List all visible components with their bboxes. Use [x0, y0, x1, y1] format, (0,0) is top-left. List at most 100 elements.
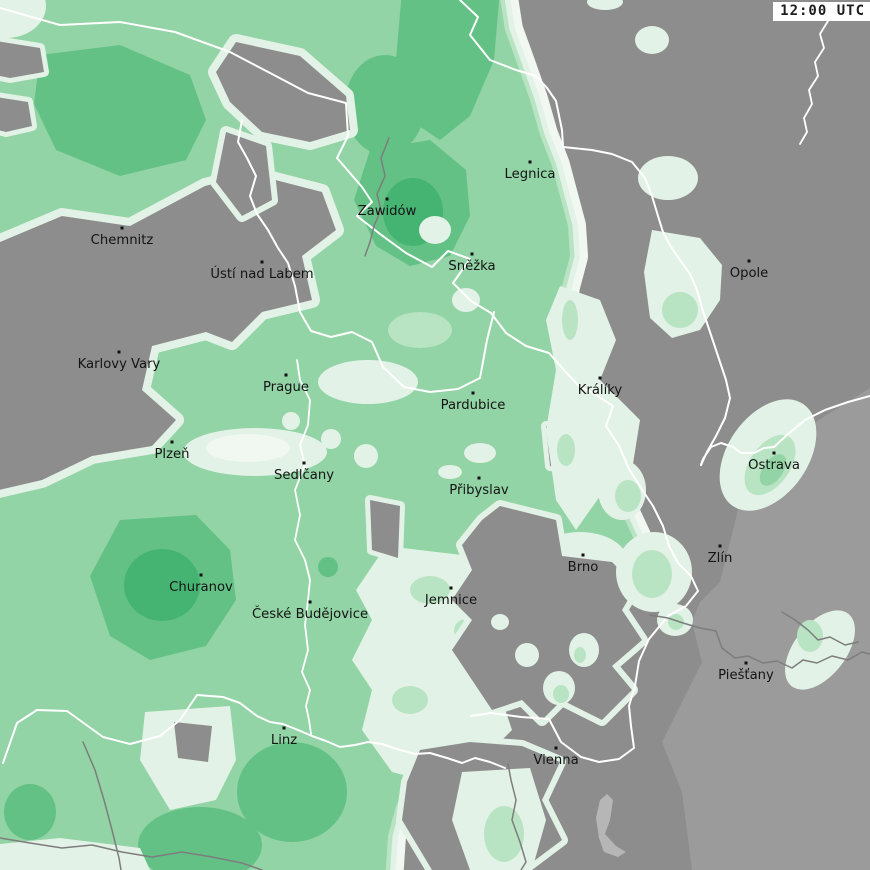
green-core-piestany: [797, 620, 823, 652]
city-dot-icon: [470, 252, 474, 256]
city-label: Brno: [568, 560, 599, 575]
river-below-vienna: [507, 763, 527, 870]
city-marker-pardubice: Pardubice: [441, 391, 506, 413]
green-core-vienna-w: [484, 806, 524, 862]
city-dot-icon: [449, 586, 453, 590]
river-vltava: [294, 359, 312, 735]
city-label: Vienna: [533, 753, 578, 768]
city-marker-plze-: Plzeň: [154, 440, 190, 462]
city-marker-p-ibyslav: Přibyslav: [449, 476, 509, 498]
city-marker-zl-n: Zlín: [708, 544, 732, 566]
border-se-gray: [649, 614, 870, 669]
city-dot-icon: [581, 553, 585, 557]
river-elbe: [237, 119, 495, 393]
green-core-s-brno-2: [574, 647, 586, 663]
city-marker-jemnice: Jemnice: [424, 586, 477, 608]
city-dot-icon: [260, 260, 264, 264]
darkest-core-churanov: [124, 549, 200, 621]
green-stripe-kraliky-1: [562, 300, 578, 340]
city-marker-zawid-w: Zawidów: [358, 197, 417, 219]
city-marker-pie-any: Piešťany: [718, 661, 774, 683]
pale-corner-nw: [0, 0, 46, 38]
dark-core-southwest-3: [4, 784, 56, 840]
city-label: České Budějovice: [252, 604, 368, 622]
pale-hole-prague-east: [318, 360, 418, 404]
city-marker-linz: Linz: [271, 726, 297, 748]
city-label: Sedlčany: [274, 467, 334, 483]
river-piestany-nw: [781, 611, 859, 646]
city-marker-karlovy-vary: Karlovy Vary: [78, 350, 161, 372]
pale-spot-zawidow-se-1: [419, 216, 451, 244]
city-dot-icon: [772, 451, 776, 455]
pale-spot-sedlcany-1: [282, 412, 300, 430]
city-label: Churanov: [169, 580, 233, 595]
river-bottom-left-v: [82, 741, 122, 870]
green-stripe-kraliky-2: [557, 434, 575, 466]
gray-core-sw: [174, 722, 212, 762]
city-dot-icon: [747, 259, 751, 263]
city-dot-icon: [477, 476, 481, 480]
city-marker-sn-ka: Sněžka: [448, 252, 496, 274]
city-marker--st-nad-labem: Ústí nad Labem: [210, 260, 314, 282]
city-label: Karlovy Vary: [78, 357, 161, 372]
city-dot-icon: [744, 661, 748, 665]
clear-patch-chemnitz-north: [208, 34, 358, 150]
dark-core-southwest-1: [237, 742, 347, 842]
clear-patch-west-edge-1: [0, 36, 49, 83]
dark-spot-center: [318, 557, 338, 577]
city-label: Zawidów: [358, 203, 417, 219]
city-dot-icon: [117, 350, 121, 354]
city-marker-kr-l-ky: Králíky: [578, 376, 623, 398]
green-core-s-brno-3: [553, 685, 569, 703]
pale-spot-s-brno-4: [491, 614, 509, 630]
pale-strip-bottom-left: [0, 838, 150, 870]
city-marker-sedl-any: Sedlčany: [274, 461, 334, 483]
river-danube: [2, 694, 506, 769]
city-label: Opole: [730, 266, 769, 281]
city-marker-vienna: Vienna: [533, 746, 579, 768]
light-patch-ne-prague: [388, 312, 452, 348]
pale-hole-plzen-core: [206, 434, 290, 462]
mottling-jemnice-1: [410, 576, 450, 604]
city-dot-icon: [385, 197, 389, 201]
city-label: Piešťany: [718, 667, 774, 683]
timestamp-badge: 12:00 UTC: [773, 2, 870, 21]
city-label: Králíky: [578, 382, 623, 398]
pale-spot-pribyslav-2: [438, 465, 462, 479]
city-label: Pardubice: [441, 398, 506, 413]
city-label: Ostrava: [748, 458, 800, 473]
city-marker-legnica: Legnica: [505, 160, 556, 182]
pale-island-opole-1: [638, 156, 698, 200]
pale-spot-s-brno-1: [515, 643, 539, 667]
city-marker-churanov: Churanov: [169, 573, 233, 595]
city-marker-brno: Brno: [568, 553, 599, 575]
city-dot-icon: [302, 461, 306, 465]
clear-zone-se-light: [662, 388, 870, 870]
pale-spot-sedlcany-2: [321, 429, 341, 449]
clear-patch-center: [365, 495, 405, 563]
border-ostrava-east: [700, 395, 870, 466]
green-core-zlin-w1: [615, 480, 641, 512]
mottling-jemnice-3: [392, 686, 428, 714]
river-bottom-left-h: [0, 837, 263, 870]
green-core-zlin-s: [668, 614, 684, 630]
city-dot-icon: [718, 544, 722, 548]
clear-patch-west-edge-2: [0, 92, 37, 137]
city-marker-chemnitz: Chemnitz: [91, 226, 153, 248]
city-label: Legnica: [505, 167, 556, 182]
dark-core-top-center: [396, 0, 500, 140]
city-marker--esk-bud-jovice: České Budějovice: [252, 600, 368, 622]
city-dot-icon: [170, 440, 174, 444]
pale-spot-sedlcany-3: [354, 444, 378, 468]
city-label: Plzeň: [154, 446, 189, 462]
green-core-opole: [662, 292, 698, 328]
lake-streak-vienna: [596, 794, 626, 857]
city-dot-icon: [308, 600, 312, 604]
city-label: Prague: [263, 380, 309, 395]
clear-neck-usti: [210, 126, 278, 222]
city-dot-icon: [528, 160, 532, 164]
city-dot-icon: [554, 746, 558, 750]
pale-island-ne-1: [635, 26, 669, 54]
